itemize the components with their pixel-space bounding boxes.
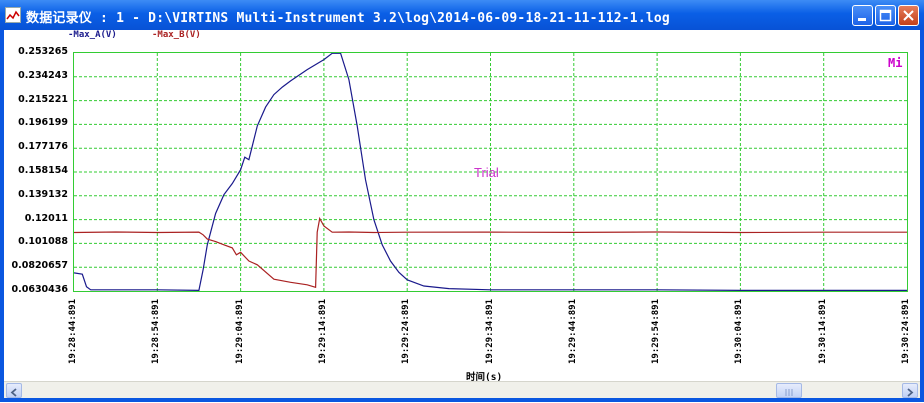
y-tick-label: 0.196199 (18, 117, 68, 129)
scroll-left-button[interactable] (6, 383, 22, 398)
close-button[interactable] (898, 5, 919, 26)
maximize-icon (879, 9, 892, 22)
app-icon (5, 7, 21, 23)
plot-svg (73, 52, 907, 292)
y-tick-label: 0.234243 (18, 69, 68, 81)
y-tick-label: 0.177176 (18, 141, 68, 153)
x-tick-label: 19:29:34:891 (484, 298, 495, 364)
x-tick-label: 19:29:44:891 (567, 298, 578, 364)
close-icon (903, 10, 914, 21)
y-tick-label: 0.215221 (18, 93, 68, 105)
series-line-max-b (73, 216, 907, 289)
series-line-max-a (73, 52, 907, 292)
mode-label: Mi (888, 56, 903, 70)
y-tick-label: 0.139132 (18, 188, 68, 200)
plot-area[interactable] (73, 52, 908, 292)
maximize-button[interactable] (875, 5, 896, 26)
y-tick-label: 0.0630436 (11, 284, 69, 295)
title-bar[interactable]: 数据记录仪 : 1 - D:\VIRTINS Multi-Instrument … (0, 0, 924, 30)
x-tick-label: 19:29:04:891 (234, 298, 245, 364)
y-tick-label: 0.253265 (18, 46, 68, 57)
legend-series-b-dash: - (152, 30, 158, 40)
x-tick-label: 19:30:14:891 (817, 298, 828, 364)
y-tick-label: 0.0820657 (11, 260, 69, 272)
legend-series-a: -Max_A(V) (68, 30, 117, 42)
trial-watermark: Trial (474, 165, 499, 180)
legend-series-a-dash: - (68, 30, 74, 40)
window-title: 数据记录仪 : 1 - D:\VIRTINS Multi-Instrument … (26, 11, 670, 26)
arrow-right-icon (907, 388, 914, 397)
x-tick-label: 19:30:24:891 (901, 298, 911, 364)
x-tick-label: 19:29:14:891 (317, 298, 328, 364)
x-tick-label: 19:28:54:891 (151, 298, 162, 364)
legend-series-a-label: Max_A(V) (73, 30, 117, 40)
chart-client-area: -Max_A(V) -Max_B(V) 0.253265 0.234243 0.21… (4, 30, 920, 398)
y-tick-label: 0.158154 (18, 165, 68, 176)
horizontal-scrollbar[interactable] (4, 381, 920, 398)
y-tick-label: 0.12011 (24, 212, 68, 224)
minimize-icon (858, 18, 866, 21)
x-tick-label: 19:29:24:891 (401, 298, 412, 364)
y-tick-label: 0.101088 (18, 236, 68, 248)
x-axis-title: 时间(s) (466, 372, 503, 383)
legend-series-b-label: Max_B(V) (157, 30, 201, 40)
scroll-thumb[interactable] (776, 383, 802, 398)
x-tick-label: 19:28:44:891 (68, 298, 78, 364)
arrow-left-icon (10, 388, 17, 397)
legend-series-b: -Max_B(V) (152, 30, 201, 42)
grip-icon (785, 389, 793, 396)
minimize-button[interactable] (852, 5, 873, 26)
x-tick-label: 19:29:54:891 (651, 298, 662, 364)
scroll-right-button[interactable] (902, 383, 918, 398)
x-tick-label: 19:30:04:891 (734, 298, 745, 364)
